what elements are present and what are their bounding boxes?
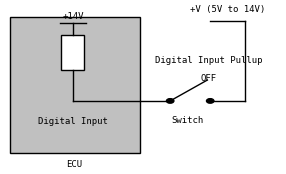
Bar bbox=[61, 35, 84, 70]
Bar bbox=[10, 17, 140, 153]
Circle shape bbox=[206, 99, 214, 103]
Text: +V (5V to 14V): +V (5V to 14V) bbox=[190, 5, 265, 14]
Text: Digital Input: Digital Input bbox=[38, 117, 108, 126]
Text: OFF: OFF bbox=[201, 74, 217, 83]
Text: ECU: ECU bbox=[66, 160, 82, 169]
Text: +14V: +14V bbox=[62, 12, 84, 21]
Text: Digital Input Pullup: Digital Input Pullup bbox=[155, 56, 263, 65]
Circle shape bbox=[166, 99, 174, 103]
Text: Switch: Switch bbox=[171, 116, 203, 125]
